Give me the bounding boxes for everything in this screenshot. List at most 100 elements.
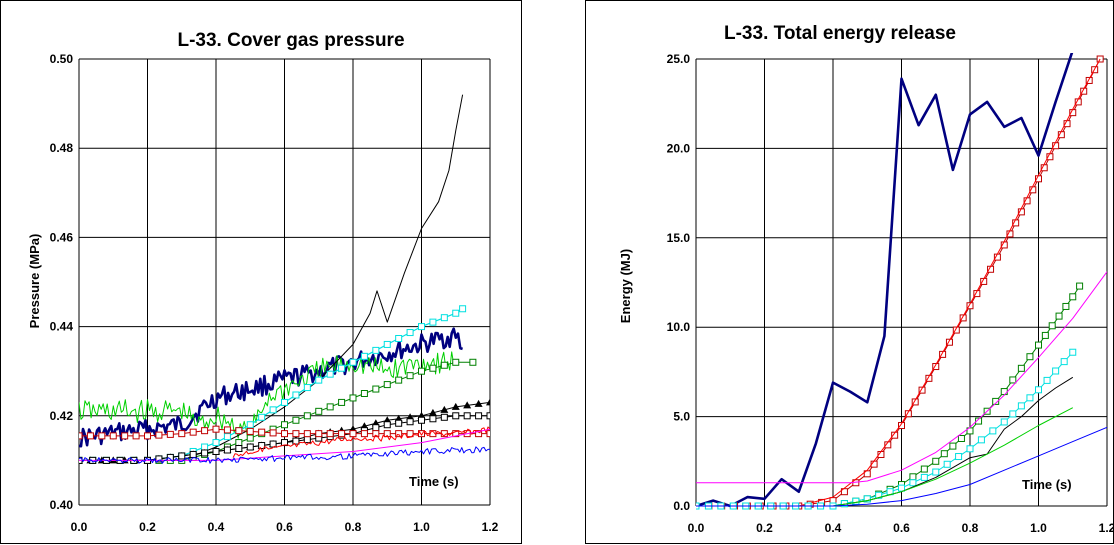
series-marker (1041, 331, 1049, 339)
series-marker (440, 405, 449, 413)
series-marker (920, 465, 928, 473)
series-line (79, 94, 464, 461)
series-line (79, 428, 490, 461)
series-marker (1035, 386, 1042, 394)
series-marker (1009, 376, 1017, 384)
series-marker (429, 318, 437, 326)
series-marker (463, 412, 471, 420)
x-tick-label: 0.8 (345, 520, 362, 534)
series-line (79, 351, 457, 442)
series-marker (360, 390, 368, 397)
series-marker (1085, 76, 1093, 84)
series-marker (1048, 322, 1056, 330)
series-marker (372, 346, 380, 354)
energy-chart: L-33. Total energy release Energy (MJ) T… (618, 23, 1114, 535)
series-marker (189, 428, 197, 436)
series-marker (932, 363, 940, 371)
series-marker (898, 422, 905, 430)
series-marker (155, 431, 163, 439)
series-marker (360, 352, 368, 360)
series-marker (246, 427, 254, 435)
y-axis-label: Energy (MJ) (618, 249, 633, 323)
chart-title: L-33. Cover gas pressure (177, 30, 404, 51)
x-tick-label: 1.2 (482, 520, 499, 534)
series-marker (909, 473, 917, 481)
series-marker (852, 497, 860, 505)
series-marker (406, 418, 414, 426)
series-marker (235, 445, 243, 453)
series-marker (144, 432, 151, 440)
series-marker (959, 314, 967, 322)
series-marker (925, 374, 933, 382)
series-marker (86, 432, 94, 440)
series-marker (966, 302, 974, 310)
series-marker (292, 430, 300, 438)
series-marker (1060, 358, 1068, 366)
series-marker (932, 468, 940, 476)
series-marker (349, 430, 357, 438)
x-axis-label: Time (s) (409, 474, 459, 489)
series-marker (303, 430, 311, 438)
series-line (696, 285, 1081, 507)
series-marker (281, 398, 288, 406)
series-marker (109, 432, 117, 440)
series-marker (372, 385, 380, 393)
series-marker (121, 432, 129, 440)
series-marker (246, 421, 254, 429)
x-tick-label: 1.0 (413, 520, 430, 534)
y-tick-label: 5.0 (673, 410, 690, 424)
series-marker (223, 426, 231, 434)
y-tick-label: 0.48 (50, 141, 74, 155)
series-marker (303, 412, 311, 420)
series-marker (904, 410, 912, 418)
series-marker (429, 364, 437, 372)
series-marker (1076, 282, 1084, 290)
y-tick-label: 0.46 (50, 230, 74, 244)
series-marker (952, 326, 960, 334)
series-marker (338, 364, 346, 372)
x-tick-label: 0.2 (139, 520, 156, 534)
x-tick-label: 0.6 (276, 520, 293, 534)
series-group (79, 94, 490, 464)
y-tick-label: 0.50 (50, 52, 74, 66)
series-marker (326, 370, 334, 378)
series-marker (1035, 341, 1042, 349)
series-marker (292, 416, 300, 424)
series-marker (258, 428, 266, 436)
series-line (79, 415, 490, 461)
series-marker (223, 446, 231, 454)
series-marker (281, 439, 288, 447)
x-tick-label: 1.0 (1030, 521, 1047, 535)
series-marker (155, 455, 163, 463)
x-tick-label: 0.8 (962, 521, 979, 535)
y-tick-label: 25.0 (667, 52, 691, 66)
y-tick-label: 0.44 (50, 320, 74, 334)
series-line (798, 58, 1101, 507)
series-marker (383, 430, 391, 438)
series-marker (326, 430, 334, 438)
series-marker (992, 397, 1000, 405)
series-line (696, 407, 1074, 507)
series-marker (418, 367, 425, 375)
series-marker (452, 430, 460, 438)
series-marker (1026, 394, 1034, 402)
series-marker (349, 358, 357, 366)
series-marker (235, 427, 243, 435)
x-tick-label: 0.4 (208, 520, 225, 534)
series-marker (1055, 312, 1063, 320)
series-marker (1043, 376, 1051, 384)
series-marker (315, 407, 323, 415)
series-marker (201, 427, 209, 435)
series-line (79, 446, 490, 464)
series-marker (1069, 348, 1077, 356)
pressure-chart-panel: L-33. Cover gas pressure Pressure (MPa) … (0, 0, 522, 544)
series-marker (395, 419, 403, 427)
series-marker (1009, 410, 1017, 418)
y-tick-label: 0.40 (50, 498, 74, 512)
series-marker (1052, 367, 1060, 375)
series-marker (863, 495, 871, 503)
series-marker (303, 436, 311, 444)
series-marker (955, 453, 963, 461)
series-marker (98, 432, 106, 440)
series-marker (909, 479, 917, 487)
